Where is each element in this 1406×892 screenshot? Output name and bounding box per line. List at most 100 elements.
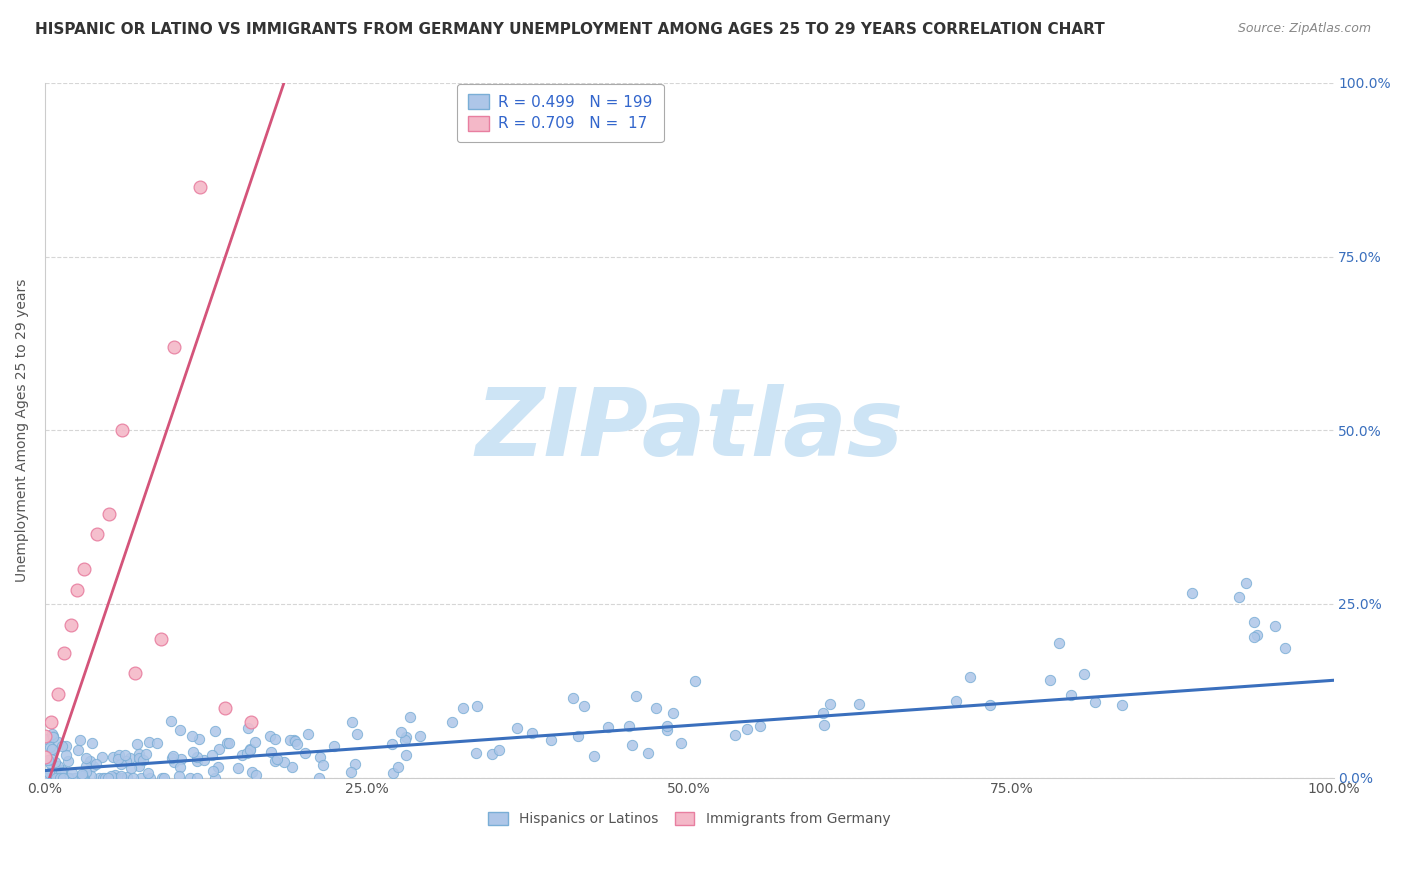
Point — [582, 748, 605, 763]
Point — [56, 754, 79, 768]
Point — [111, 771, 134, 785]
Point — [75, 764, 97, 779]
Point — [281, 760, 304, 774]
Point — [56, 771, 79, 785]
Point — [110, 769, 132, 783]
Point — [63, 771, 86, 785]
Point — [1243, 631, 1265, 645]
Point — [128, 752, 150, 766]
Point — [131, 771, 153, 785]
Point — [55, 747, 77, 762]
Point — [236, 746, 259, 760]
Point — [100, 769, 122, 783]
Point — [153, 771, 176, 785]
Point — [138, 771, 160, 785]
Point — [183, 745, 205, 759]
Point — [201, 747, 224, 762]
Point — [382, 766, 405, 780]
Point — [69, 771, 91, 785]
Point — [167, 769, 190, 783]
Point — [114, 754, 136, 768]
Point — [72, 769, 94, 783]
Point — [122, 771, 145, 785]
Point — [724, 728, 747, 742]
Point — [108, 747, 131, 762]
Point — [103, 750, 125, 764]
Point — [72, 767, 94, 781]
Point — [169, 723, 191, 737]
Point — [259, 730, 281, 744]
Point — [160, 714, 183, 728]
Point — [91, 749, 114, 764]
Point — [128, 758, 150, 772]
Point — [215, 737, 238, 751]
Point — [162, 748, 184, 763]
Point — [481, 747, 503, 761]
Point — [231, 748, 253, 763]
Point — [637, 747, 659, 761]
Point — [52, 771, 75, 785]
Point — [193, 753, 215, 767]
Point — [131, 753, 153, 767]
Point — [1246, 628, 1268, 642]
Point — [55, 771, 77, 785]
Point — [38, 756, 60, 770]
Point — [53, 771, 76, 785]
Point — [238, 722, 260, 736]
Point — [104, 771, 127, 785]
Point — [311, 758, 333, 772]
Legend: Hispanics or Latinos, Immigrants from Germany: Hispanics or Latinos, Immigrants from Ge… — [481, 805, 897, 833]
Point — [124, 666, 146, 681]
Point — [150, 771, 173, 785]
Point — [381, 737, 404, 751]
Point — [91, 771, 114, 785]
Point — [214, 701, 236, 715]
Point — [657, 723, 679, 738]
Point — [45, 769, 67, 783]
Point — [245, 734, 267, 748]
Point — [394, 732, 416, 747]
Point — [104, 768, 127, 782]
Point — [75, 759, 97, 773]
Point — [41, 742, 63, 756]
Point — [163, 340, 186, 354]
Point — [451, 701, 474, 715]
Point — [737, 722, 759, 736]
Point — [645, 700, 668, 714]
Point — [204, 771, 226, 785]
Point — [945, 694, 967, 708]
Point — [263, 754, 285, 768]
Point — [69, 771, 91, 785]
Point — [280, 733, 302, 747]
Point — [344, 757, 367, 772]
Point — [128, 747, 150, 761]
Point — [46, 771, 69, 785]
Point — [110, 757, 132, 772]
Point — [506, 722, 529, 736]
Point — [959, 670, 981, 684]
Point — [53, 646, 76, 660]
Point — [169, 760, 191, 774]
Point — [266, 752, 288, 766]
Point — [562, 691, 585, 706]
Point — [49, 771, 72, 785]
Point — [820, 698, 842, 712]
Point — [128, 751, 150, 765]
Point — [51, 739, 73, 753]
Point — [297, 727, 319, 741]
Point — [89, 771, 111, 785]
Point — [567, 730, 589, 744]
Point — [1059, 689, 1081, 703]
Point — [979, 698, 1001, 712]
Point — [98, 507, 121, 521]
Point — [66, 582, 89, 597]
Point — [66, 743, 89, 757]
Point — [163, 755, 186, 769]
Point — [187, 732, 209, 747]
Text: Source: ZipAtlas.com: Source: ZipAtlas.com — [1237, 22, 1371, 36]
Point — [55, 771, 77, 785]
Point — [41, 714, 63, 729]
Point — [294, 746, 316, 760]
Point — [118, 750, 141, 764]
Point — [409, 729, 432, 743]
